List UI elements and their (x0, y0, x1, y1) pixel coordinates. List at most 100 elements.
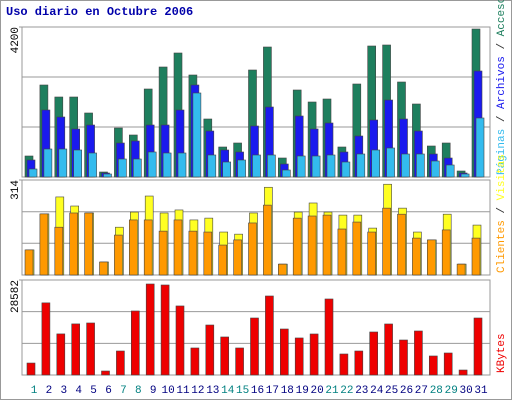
bar (28, 168, 38, 178)
bar (324, 298, 334, 376)
bar (337, 228, 347, 276)
x-tick-label: 5 (90, 385, 97, 397)
bar (131, 310, 140, 376)
bar (428, 355, 438, 376)
x-tick-label: 23 (355, 385, 368, 397)
bar (237, 159, 246, 178)
x-tick-label: 26 (400, 385, 413, 397)
bar (416, 153, 425, 178)
bar (145, 283, 155, 376)
bar (458, 369, 468, 376)
x-tick-label: 2 (46, 385, 53, 397)
bar (86, 322, 95, 376)
bar (356, 153, 366, 178)
y-tick-label: 4200 (10, 27, 22, 53)
bar (114, 234, 123, 276)
bar (412, 237, 421, 276)
bar (235, 347, 244, 376)
bar (430, 160, 440, 178)
x-tick-label: 28 (430, 385, 443, 397)
bar (84, 212, 93, 276)
bar (73, 149, 82, 178)
x-tick-label: 30 (459, 385, 472, 397)
bar (401, 153, 410, 178)
bar (367, 231, 377, 276)
legend: KBytes (496, 333, 508, 373)
bar (222, 161, 231, 178)
bar (71, 323, 80, 376)
bar (39, 213, 49, 276)
x-tick-label: 22 (340, 385, 353, 397)
bar (173, 219, 183, 276)
legend-separator: / (496, 200, 508, 220)
chart-title: Uso diario en Octubre 2006 (6, 5, 193, 19)
bar (322, 214, 332, 276)
bar (354, 350, 364, 376)
legend-entry: Páginas (496, 129, 508, 175)
legend: Clientes / Visitas (496, 154, 508, 273)
x-tick-label: 12 (191, 385, 204, 397)
bar (177, 152, 187, 178)
x-tick-label: 15 (236, 385, 249, 397)
bar (386, 147, 395, 178)
bar (56, 333, 66, 376)
bar (414, 330, 423, 376)
bar (188, 230, 198, 276)
x-tick-label: 1 (31, 385, 38, 397)
x-tick-label: 24 (370, 385, 384, 397)
bar (43, 148, 53, 178)
x-tick-label: 13 (206, 385, 219, 397)
bar (143, 219, 153, 276)
bar (118, 158, 127, 178)
bar (397, 213, 406, 276)
bar (307, 215, 317, 276)
bar (147, 151, 157, 178)
legend-separator: / (496, 109, 508, 129)
bar (133, 158, 142, 178)
bar (326, 154, 336, 178)
bar (441, 229, 451, 276)
bar (205, 324, 215, 376)
bar (69, 212, 78, 276)
bar (265, 295, 274, 376)
x-tick-label: 18 (281, 385, 294, 397)
bar (26, 362, 36, 376)
x-tick-label: 10 (161, 385, 174, 397)
bar (296, 155, 306, 178)
bar (443, 352, 453, 376)
legend-entry: KBytes (496, 333, 508, 373)
bar (471, 237, 481, 276)
bar (311, 155, 321, 178)
bar (218, 244, 227, 276)
legend-entry: Clientes (496, 220, 508, 273)
bar (460, 173, 470, 178)
bar (294, 337, 304, 376)
x-tick-label: 3 (60, 385, 67, 397)
bar (473, 317, 483, 376)
bar (292, 217, 302, 276)
bar (263, 204, 272, 276)
bar (248, 222, 257, 276)
bar (220, 336, 229, 376)
x-tick-label: 11 (176, 385, 190, 397)
legend: Páginas / Archivos / Accesos (496, 0, 508, 175)
y-tick-label: 28582 (10, 280, 22, 313)
bar (116, 350, 125, 376)
x-tick-label: 19 (296, 385, 309, 397)
bar (341, 161, 351, 178)
legend-entry: Accesos (496, 0, 508, 36)
x-tick-label: 21 (325, 385, 339, 397)
x-tick-label: 17 (266, 385, 279, 397)
bar (129, 219, 138, 276)
bar (382, 207, 391, 276)
bar (207, 154, 217, 178)
legend-entry: Visitas (496, 154, 508, 200)
bar (88, 152, 97, 178)
legend-entry: Archivos (496, 56, 508, 109)
bar (371, 149, 381, 178)
bar (160, 284, 170, 376)
bar (41, 302, 51, 376)
x-tick-label: 9 (150, 385, 157, 397)
x-tick-label: 4 (75, 385, 82, 397)
